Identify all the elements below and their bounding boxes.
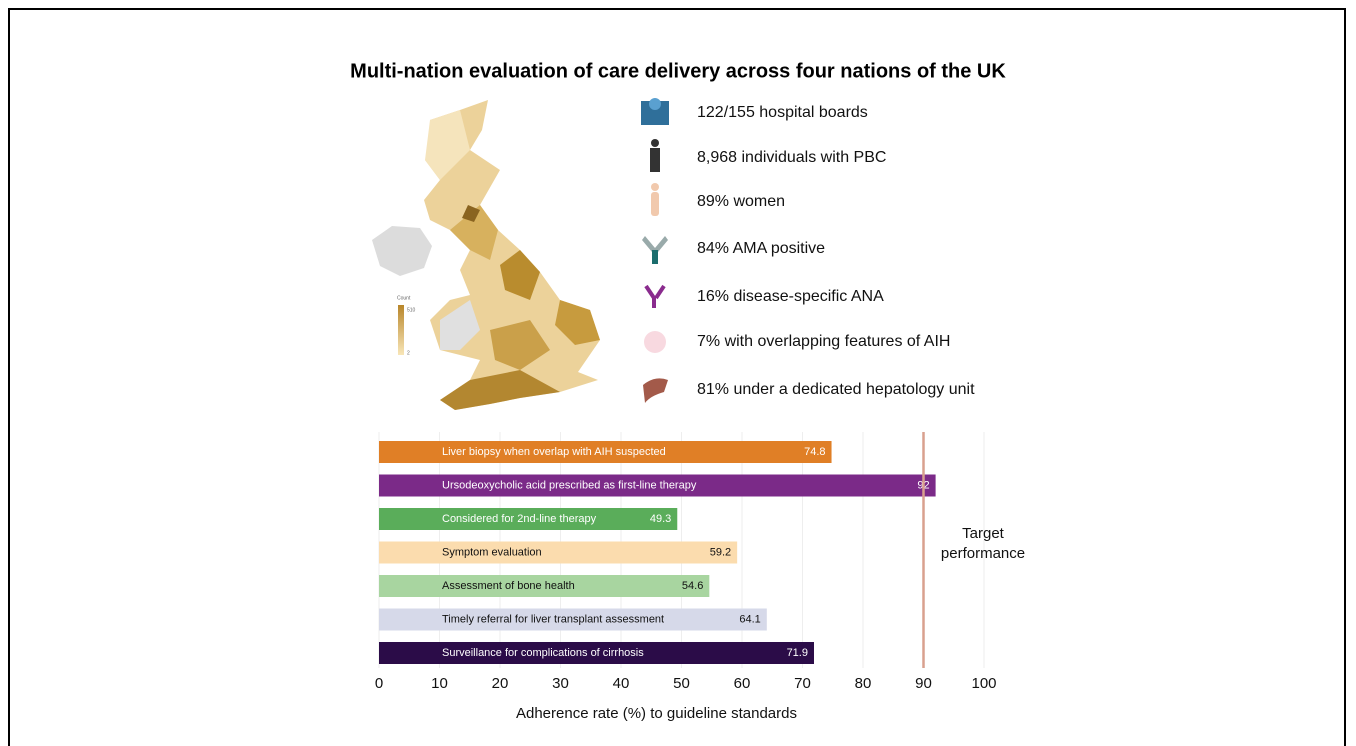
map-legend-title: Count — [397, 295, 411, 301]
bar — [379, 441, 832, 463]
x-tick-label: 80 — [855, 675, 872, 692]
target-label: Target performance — [940, 525, 1026, 562]
uk-map — [372, 100, 600, 410]
x-tick-label: 0 — [375, 675, 383, 692]
bar — [379, 642, 814, 664]
x-tick-label: 40 — [613, 675, 630, 692]
x-tick-label: 10 — [431, 675, 448, 692]
bar-category-label: Ursodeoxycholic acid prescribed as first… — [442, 479, 697, 491]
bar-value-label: 49.3 — [650, 513, 671, 525]
x-tick-label: 100 — [971, 675, 996, 692]
map-legend-max: 510 — [407, 307, 416, 313]
x-tick-label: 20 — [492, 675, 509, 692]
bar-category-label: Considered for 2nd-line therapy — [442, 513, 597, 525]
bar-category-label: Timely referral for liver transplant ass… — [442, 613, 664, 625]
bar — [379, 541, 738, 564]
bar — [379, 608, 767, 631]
x-tick-label: 50 — [673, 675, 690, 692]
x-tick-label: 30 — [552, 675, 569, 692]
stat-text: 84% AMA positive — [697, 240, 825, 257]
stat-text: 81% under a dedicated hepatology unit — [697, 381, 975, 398]
stat-text: 16% disease-specific ANA — [697, 288, 884, 305]
stat-text: 8,968 individuals with PBC — [697, 149, 886, 166]
bar-value-label: 71.9 — [787, 647, 808, 659]
bar-category-label: Surveillance for complications of cirrho… — [442, 647, 644, 659]
icons — [641, 98, 669, 403]
bar — [379, 575, 710, 597]
frame — [8, 8, 1346, 746]
bar-value-label: 59.2 — [710, 546, 731, 558]
bar-category-label: Symptom evaluation — [442, 546, 542, 558]
map-legend-min: 2 — [407, 350, 410, 356]
stat-text: 122/155 hospital boards — [697, 104, 868, 121]
bar-category-label: Assessment of bone health — [442, 580, 575, 592]
bar-category-label: Liver biopsy when overlap with AIH suspe… — [442, 446, 666, 458]
bar-value-label: 74.8 — [804, 446, 825, 458]
bar-value-label: 54.6 — [682, 580, 703, 592]
x-tick-label: 60 — [734, 675, 751, 692]
bar-value-label: 64.1 — [739, 613, 760, 625]
bar — [379, 474, 936, 497]
x-axis-label: Adherence rate (%) to guideline standard… — [516, 705, 797, 722]
stat-text: 7% with overlapping features of AIH — [697, 333, 950, 350]
bar — [379, 508, 678, 530]
stats-list: 122/155 hospital boards 8,968 individuals… — [697, 104, 975, 398]
stat-text: 89% women — [697, 193, 785, 210]
x-tick-label: 90 — [915, 675, 932, 692]
x-tick-label: 70 — [794, 675, 811, 692]
title: Multi-nation evaluation of care delivery… — [350, 60, 1006, 82]
